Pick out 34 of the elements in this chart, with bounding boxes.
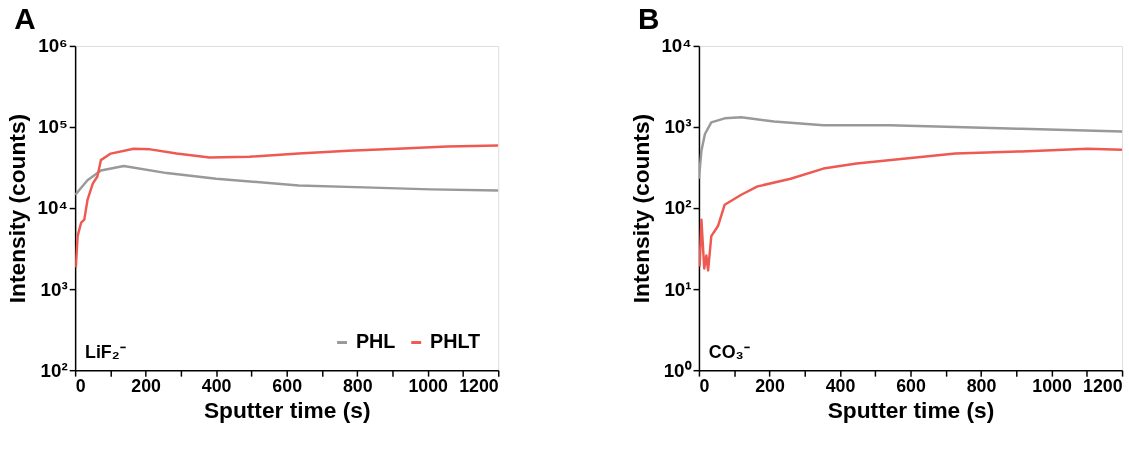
x-tick-label: 600 <box>272 376 303 397</box>
y-tick-label: 10⁵ <box>38 116 68 138</box>
x-tick-label: 200 <box>131 376 162 397</box>
x-tick-label: 1200 <box>459 376 499 397</box>
x-tick-label: 200 <box>755 376 785 397</box>
x-tick-label: 400 <box>201 376 232 397</box>
x-tick-label: 800 <box>342 376 373 397</box>
legend-label: PHLT <box>430 330 481 353</box>
y-tick-label: 10⁰ <box>663 359 692 381</box>
y-tick-label: 10⁶ <box>38 35 68 57</box>
chart-title: A <box>14 2 36 36</box>
y-tick-label: 10³ <box>40 278 68 300</box>
x-tick-label: 800 <box>966 376 997 397</box>
annotation: CO₃⁻ <box>708 342 750 363</box>
legend-label: PHL <box>355 330 396 353</box>
y-tick-label: 10⁴ <box>661 35 692 57</box>
x-axis-title: Sputter time (s) <box>827 397 995 424</box>
x-tick-label: 400 <box>825 376 856 397</box>
x-axis-title: Sputter time (s) <box>203 397 371 424</box>
x-tick-label: 1000 <box>408 376 449 397</box>
x-tick-label: 600 <box>896 376 926 397</box>
y-tick-label: 10¹ <box>664 278 692 300</box>
y-axis-title: Intensity (counts) <box>3 113 30 304</box>
x-tick-label: 1000 <box>1032 376 1072 397</box>
chart-title: B <box>638 2 660 36</box>
y-tick-label: 10³ <box>664 116 692 138</box>
y-tick-label: 10² <box>664 197 692 219</box>
x-tick-label: 0 <box>75 376 86 397</box>
annotation: LiF₂⁻ <box>85 342 126 363</box>
y-tick-label: 10⁴ <box>37 197 68 219</box>
y-axis-title: Intensity (counts) <box>627 113 654 304</box>
y-tick-label: 10² <box>40 359 68 381</box>
x-tick-label: 1200 <box>1083 376 1123 397</box>
x-tick-label: 0 <box>699 376 710 397</box>
